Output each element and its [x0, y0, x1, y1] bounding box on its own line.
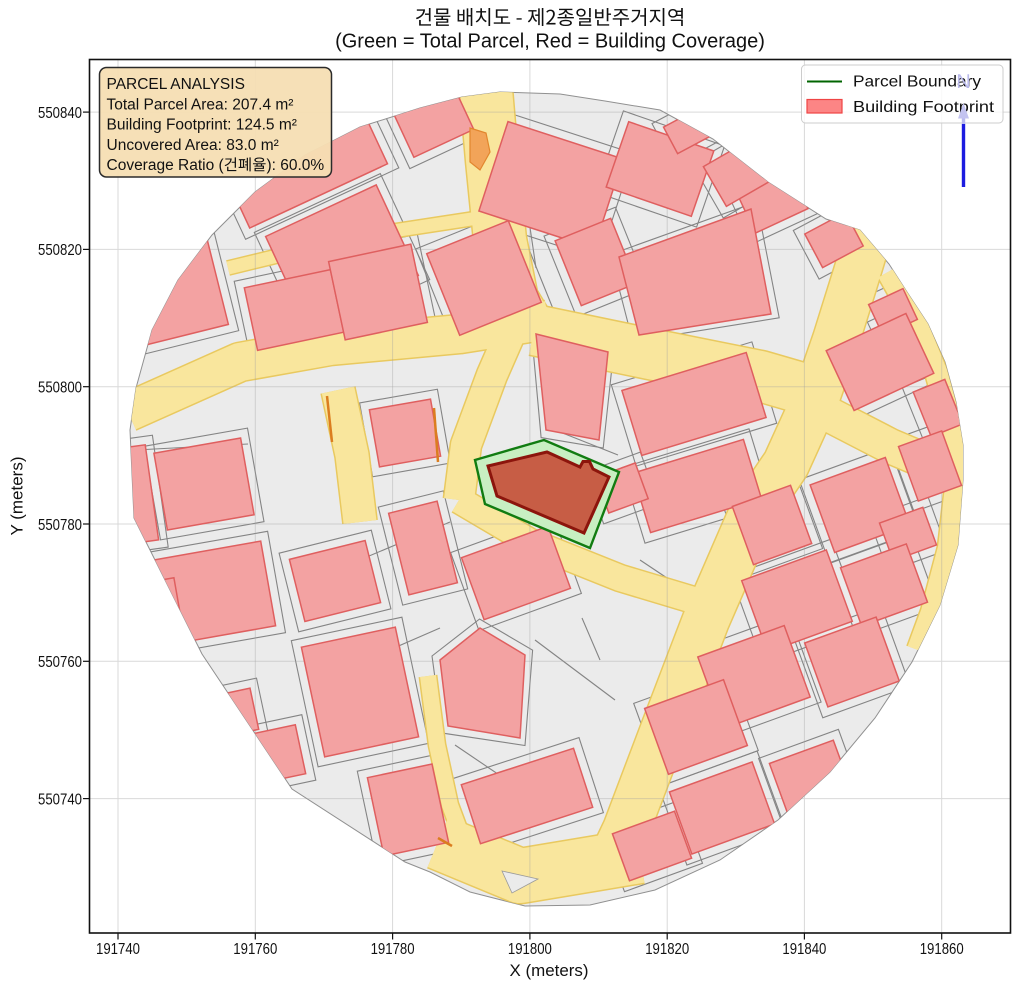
svg-text:550840: 550840: [38, 105, 82, 122]
svg-text:Coverage Ratio (: Coverage Ratio (: [107, 157, 225, 174]
svg-text:550800: 550800: [38, 380, 82, 397]
svg-text:191800: 191800: [508, 941, 552, 958]
svg-text:Total Parcel Area: 207.4 m²: Total Parcel Area: 207.4 m²: [107, 96, 294, 113]
svg-text:Building Footprint: Building Footprint: [853, 99, 995, 116]
svg-text:550740: 550740: [38, 791, 82, 808]
svg-text:Parcel Boundary: Parcel Boundary: [853, 73, 981, 90]
svg-text:PARCEL ANALYSIS: PARCEL ANALYSIS: [107, 76, 245, 93]
svg-text:191860: 191860: [920, 941, 964, 958]
svg-text:191740: 191740: [96, 941, 140, 958]
svg-text:191760: 191760: [233, 941, 277, 958]
svg-text:Uncovered Area: 83.0 m²: Uncovered Area: 83.0 m²: [107, 137, 279, 154]
svg-text:550820: 550820: [38, 242, 82, 259]
svg-text:191840: 191840: [782, 941, 826, 958]
svg-text:191780: 191780: [371, 941, 415, 958]
svg-text:550780: 550780: [38, 517, 82, 534]
svg-text:Y (meters): Y (meters): [8, 457, 27, 536]
svg-text:191820: 191820: [645, 941, 689, 958]
svg-text:Building Footprint: 124.5 m²: Building Footprint: 124.5 m²: [107, 117, 297, 134]
svg-text:(Green = Total Parcel, Red = B: (Green = Total Parcel, Red = Building Co…: [335, 31, 765, 53]
svg-text:X (meters): X (meters): [510, 961, 589, 980]
svg-text:550760: 550760: [38, 654, 82, 671]
svg-text:): 60.0%: ): 60.0%: [266, 157, 324, 174]
